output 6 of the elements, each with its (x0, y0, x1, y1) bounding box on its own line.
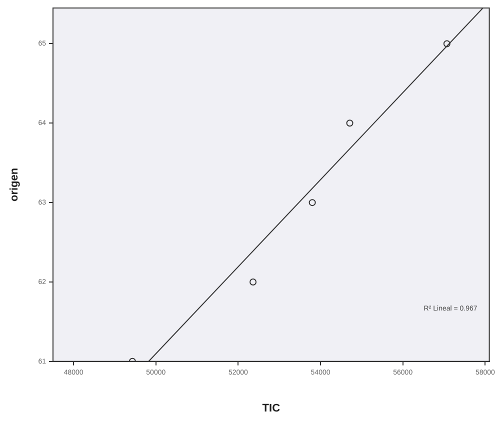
point (250, 278, 257, 286)
point (346, 120, 354, 127)
point (443, 40, 450, 48)
x-axis-title: TIC (262, 402, 280, 414)
point (308, 199, 316, 206)
y-axis-title: origen (8, 168, 21, 202)
